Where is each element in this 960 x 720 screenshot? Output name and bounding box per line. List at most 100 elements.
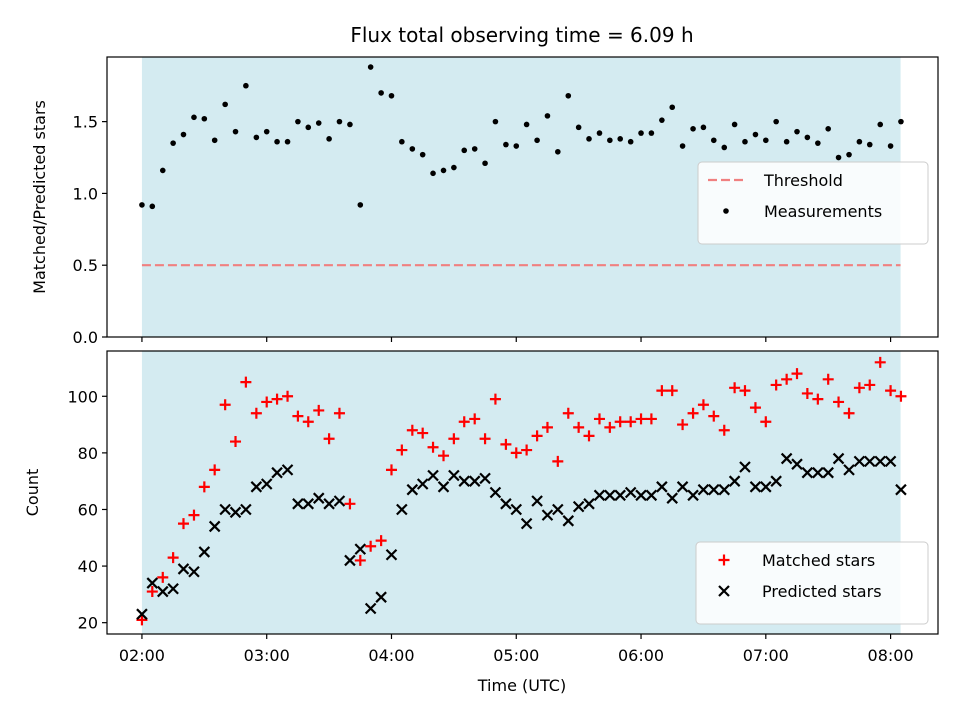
top-panel: 0.0 0.5 1.0 1.5 Matched/Predicted stars Thres… xyxy=(30,56,939,347)
data-point xyxy=(243,82,249,89)
data-point xyxy=(479,433,491,445)
data-point xyxy=(700,124,707,131)
data-point xyxy=(188,509,200,521)
data-point xyxy=(648,130,655,136)
data-point xyxy=(593,489,606,502)
data-point xyxy=(638,130,644,136)
data-point xyxy=(833,396,845,408)
data-point xyxy=(469,413,481,425)
bottom-panel: 20 40 60 80 100 02:00 03:00 04:00 05:00 06:00 07:0… xyxy=(23,350,939,665)
data-point xyxy=(458,475,471,487)
data-point xyxy=(666,385,678,397)
data-point xyxy=(822,373,834,385)
y-axis-title: Matched/Predicted stars xyxy=(30,100,49,294)
data-point xyxy=(312,492,325,504)
data-point xyxy=(336,118,343,125)
data-point xyxy=(399,138,405,145)
data-point xyxy=(697,399,709,411)
data-point xyxy=(856,138,863,145)
data-point xyxy=(541,509,554,521)
data-point xyxy=(375,591,387,603)
data-point xyxy=(690,125,696,132)
data-point xyxy=(791,368,803,380)
data-point xyxy=(292,498,304,510)
x-tick-label: 02:00 xyxy=(119,646,165,665)
y-tick-label: 0.0 xyxy=(73,328,98,347)
data-point xyxy=(313,404,325,416)
data-point xyxy=(167,582,179,595)
data-point xyxy=(822,466,834,479)
data-point xyxy=(180,131,187,138)
data-point xyxy=(149,203,156,210)
data-point xyxy=(552,503,564,516)
data-point xyxy=(687,489,699,502)
data-point xyxy=(458,416,470,428)
data-point xyxy=(635,489,647,502)
data-point xyxy=(773,118,779,125)
data-point xyxy=(521,444,533,456)
data-point xyxy=(739,461,751,473)
data-point xyxy=(250,407,262,419)
data-point xyxy=(656,385,668,397)
data-point xyxy=(801,466,814,479)
data-point xyxy=(843,407,855,419)
data-point xyxy=(326,136,332,142)
data-point xyxy=(752,131,759,138)
y-axis-title: Count xyxy=(23,469,42,517)
y-tick-label: 1.5 xyxy=(73,113,98,132)
y-tick-label: 0.5 xyxy=(73,256,98,275)
data-point xyxy=(146,586,158,598)
data-point xyxy=(835,154,842,161)
data-point xyxy=(263,128,270,135)
data-point xyxy=(721,144,728,151)
x-tick-label: 03:00 xyxy=(244,646,290,665)
x-tick-label: 06:00 xyxy=(618,646,664,665)
y-tick-label: 1.0 xyxy=(73,184,98,203)
data-point xyxy=(846,151,852,158)
data-point xyxy=(677,419,689,431)
data-point xyxy=(292,410,304,422)
data-point xyxy=(396,444,408,456)
legend-label: Measurements xyxy=(764,202,882,221)
data-point xyxy=(323,498,335,510)
data-point xyxy=(770,475,782,487)
legend-label: Matched stars xyxy=(762,551,875,570)
x-tick-label: 04:00 xyxy=(368,646,414,665)
data-point xyxy=(627,138,634,145)
data-point xyxy=(815,140,821,146)
data-point xyxy=(305,124,312,131)
data-point xyxy=(679,143,686,149)
data-point xyxy=(367,64,374,70)
data-point xyxy=(427,469,439,482)
data-point xyxy=(739,385,751,397)
data-point xyxy=(489,486,502,499)
legend: Matched stars Predicted stars xyxy=(695,541,929,625)
data-point xyxy=(240,503,252,516)
data-point xyxy=(804,134,811,141)
data-point xyxy=(281,464,294,476)
data-point xyxy=(562,407,574,419)
x-tick-label: 08:00 xyxy=(868,646,914,665)
data-point xyxy=(531,495,543,507)
data-point xyxy=(895,390,907,402)
data-point xyxy=(375,535,387,547)
data-point xyxy=(794,128,800,135)
data-point xyxy=(645,413,657,425)
data-point xyxy=(853,382,865,394)
data-point xyxy=(260,478,273,490)
data-point xyxy=(253,134,260,141)
data-point xyxy=(136,608,148,620)
data-point xyxy=(760,416,772,428)
y-tick-label: 100 xyxy=(67,387,98,406)
legend: Threshold Measurements xyxy=(697,161,929,245)
y-tick-label: 60 xyxy=(78,500,98,519)
data-point xyxy=(895,483,907,496)
x-tick-label: 05:00 xyxy=(493,646,539,665)
data-point xyxy=(333,407,345,419)
data-point xyxy=(250,481,263,493)
x-tick-label: 07:00 xyxy=(743,646,789,665)
data-point xyxy=(760,481,772,493)
data-point xyxy=(344,498,356,510)
data-point xyxy=(763,137,769,144)
